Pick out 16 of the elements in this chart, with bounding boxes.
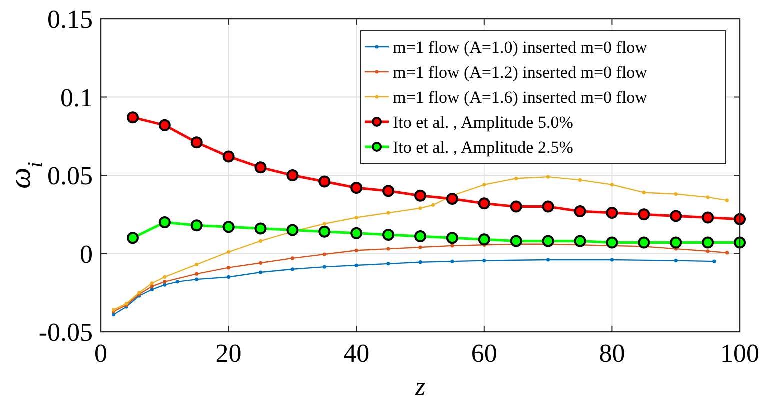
y-tick-label: 0.15 <box>48 5 93 34</box>
legend-label: Ito et al. , Amplitude 5.0% <box>393 112 574 132</box>
y-tick-label: 0.1 <box>60 83 93 112</box>
y-tick-label: -0.05 <box>38 318 93 348</box>
legend-label: Ito et al. , Amplitude 2.5% <box>393 138 574 157</box>
legend-label: m=1 flow (A=1.6) inserted m=0 flow <box>393 88 648 107</box>
x-axis-title: z <box>414 372 426 399</box>
x-tick-label: 20 <box>216 339 242 368</box>
x-tick-label: 100 <box>720 339 760 368</box>
legend-label: m=1 flow (A=1.0) inserted m=0 flow <box>393 38 648 57</box>
x-tick-label: 40 <box>344 339 370 368</box>
x-tick-label: 60 <box>471 339 498 368</box>
legend-label: m=1 flow (A=1.2) inserted m=0 flow <box>393 62 648 82</box>
x-tick-label: 80 <box>599 339 626 368</box>
y-tick-label: 0 <box>80 240 93 269</box>
y-tick-label: 0.05 <box>48 162 93 191</box>
